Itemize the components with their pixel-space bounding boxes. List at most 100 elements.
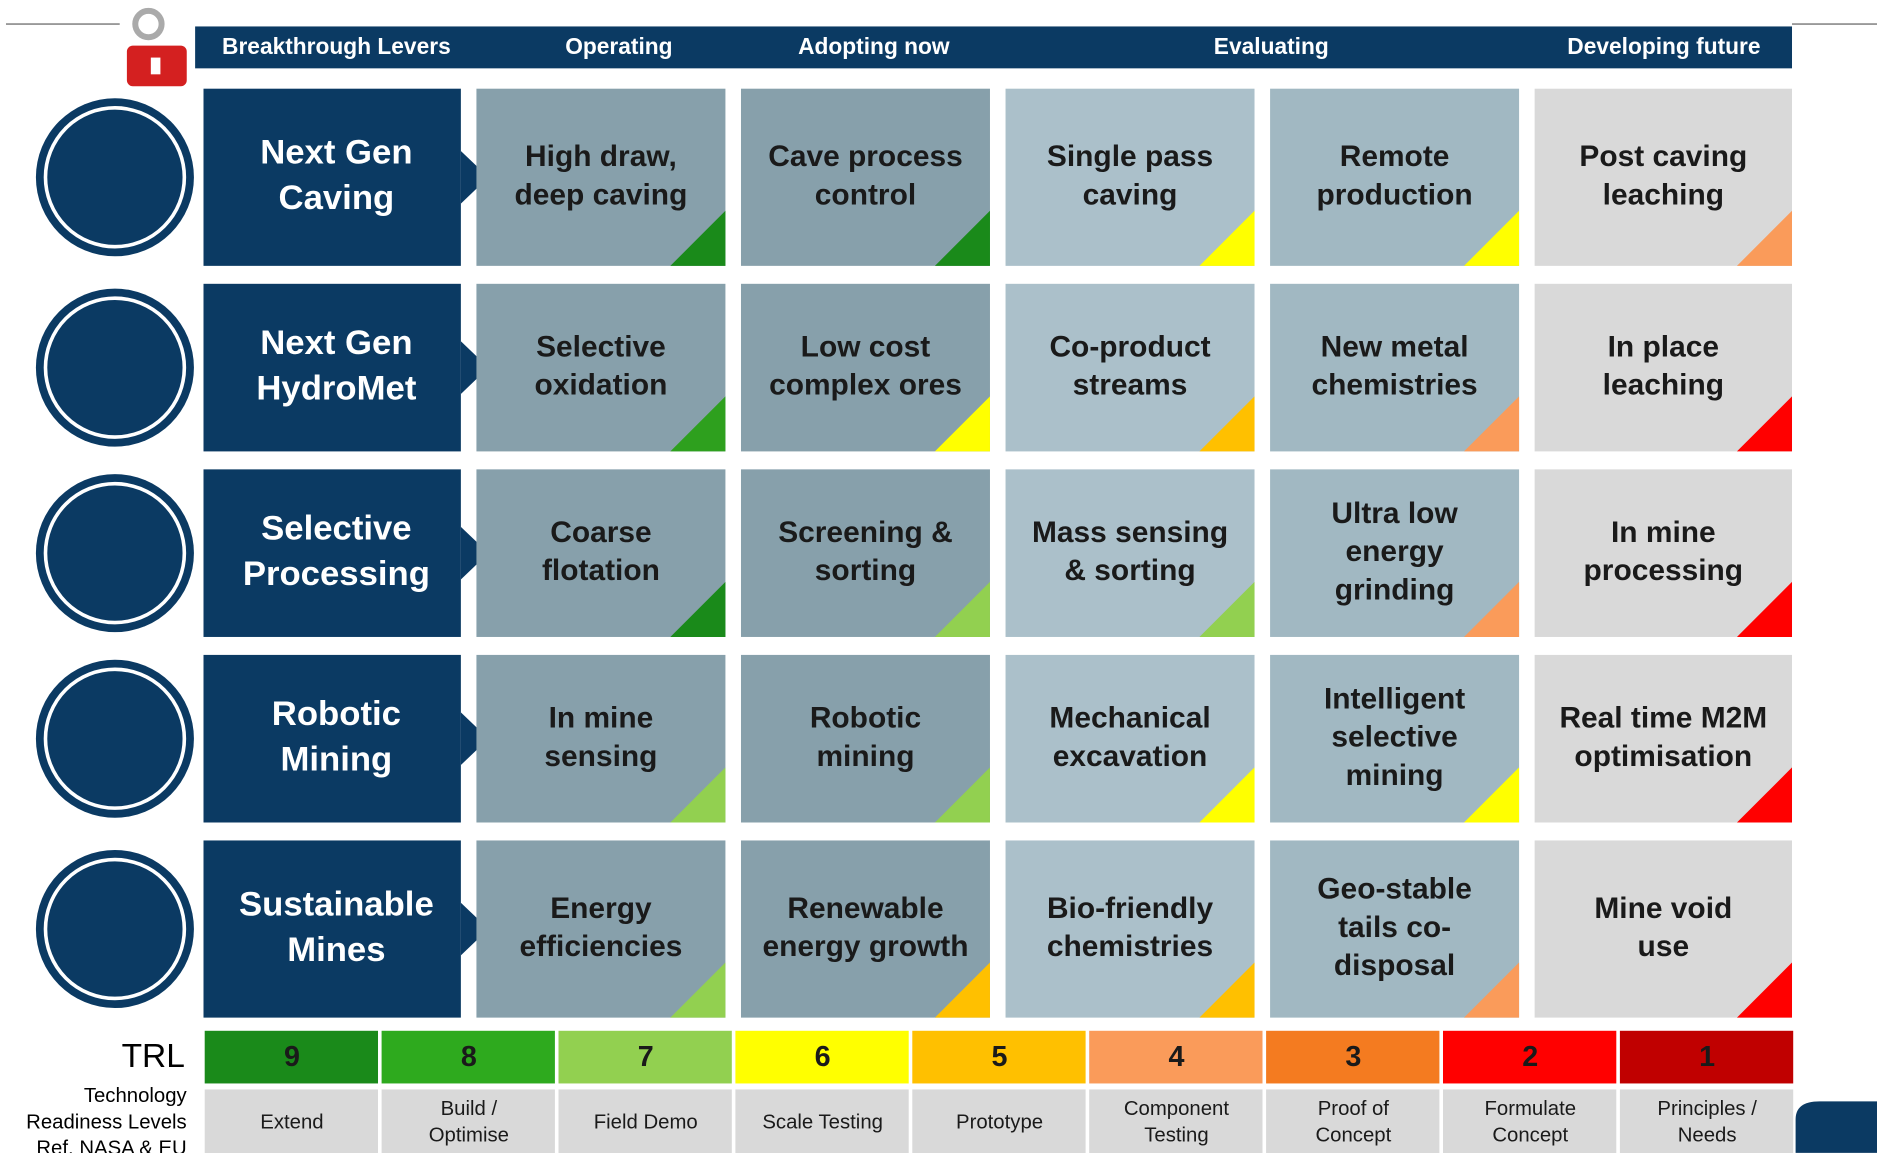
cell-label: chemistries bbox=[1311, 369, 1477, 402]
cell-label: leaching bbox=[1603, 369, 1724, 402]
cell-label: energy growth bbox=[762, 930, 968, 963]
trl-number: 1 bbox=[1699, 1041, 1715, 1073]
cell-label: streams bbox=[1073, 369, 1188, 402]
trl-number: 3 bbox=[1345, 1041, 1361, 1073]
trl-corner bbox=[1464, 962, 1520, 1018]
trl-number: 7 bbox=[638, 1041, 654, 1073]
trl-label: Formulate bbox=[1484, 1098, 1576, 1120]
lever-icon bbox=[35, 288, 194, 447]
lever-icon bbox=[35, 474, 194, 633]
column-header: Developing future bbox=[1567, 33, 1760, 59]
trl-note: Readiness Levels bbox=[26, 1111, 187, 1133]
cell bbox=[1270, 840, 1520, 1018]
trl-note: Ref. NASA & EU bbox=[36, 1138, 186, 1153]
trl-label: Build / bbox=[441, 1098, 498, 1120]
corner-shape bbox=[1795, 1101, 1877, 1153]
trl-corner bbox=[1736, 767, 1793, 823]
cell-label: optimisation bbox=[1574, 740, 1752, 773]
cell-label: mining bbox=[1346, 759, 1444, 792]
cell-label: & sorting bbox=[1064, 554, 1195, 587]
trl-label-box bbox=[1089, 1089, 1263, 1153]
cell bbox=[1005, 469, 1255, 637]
trl-corner bbox=[1464, 210, 1520, 266]
trl-number: 5 bbox=[992, 1041, 1008, 1073]
trl-label: Needs bbox=[1678, 1125, 1737, 1147]
lever-label: Sustainable bbox=[239, 885, 434, 923]
cell bbox=[1005, 654, 1255, 823]
cell-label: In mine bbox=[549, 701, 654, 734]
column-header: Adopting now bbox=[798, 33, 950, 59]
trl-level bbox=[1089, 1030, 1263, 1084]
cell-label: Mechanical bbox=[1049, 701, 1210, 734]
cell bbox=[1534, 654, 1793, 823]
trl-title: TRL bbox=[122, 1038, 185, 1075]
lever-arrow bbox=[460, 526, 489, 580]
lever-label: Robotic bbox=[272, 695, 401, 733]
lever-label: HydroMet bbox=[256, 370, 416, 408]
cell-label: control bbox=[815, 178, 916, 211]
trl-corner bbox=[934, 962, 990, 1018]
trl-label-box bbox=[381, 1089, 555, 1153]
lever-label: Selective bbox=[261, 510, 411, 548]
cell-label: Cave process bbox=[768, 140, 963, 173]
lever-label: Mines bbox=[287, 931, 385, 969]
trl-label-box bbox=[1619, 1089, 1794, 1153]
trl-label: Testing bbox=[1144, 1125, 1208, 1147]
lever-label: Next Gen bbox=[260, 324, 412, 362]
cell-label: grinding bbox=[1335, 573, 1455, 606]
lever-box bbox=[203, 469, 461, 637]
trl-corner bbox=[934, 210, 990, 266]
cell-label: Ultra low bbox=[1331, 497, 1458, 530]
cell-label: caving bbox=[1083, 178, 1178, 211]
lever-arrow bbox=[460, 902, 489, 956]
cell-label: Low cost bbox=[801, 330, 931, 363]
header-bar bbox=[195, 26, 1793, 69]
trl-level bbox=[204, 1030, 379, 1084]
cell-label: oxidation bbox=[534, 369, 667, 402]
cell bbox=[1005, 88, 1255, 266]
cell-label: production bbox=[1317, 178, 1473, 211]
cell-label: complex ores bbox=[769, 369, 962, 402]
cell-label: efficiencies bbox=[519, 930, 682, 963]
cell-label: leaching bbox=[1603, 178, 1724, 211]
lever-label: Mining bbox=[280, 741, 392, 779]
cell-label: use bbox=[1638, 930, 1690, 963]
trl-level bbox=[1442, 1030, 1617, 1084]
cell-label: In mine bbox=[1611, 516, 1716, 549]
trl-level bbox=[912, 1030, 1086, 1084]
cell bbox=[1534, 283, 1793, 452]
cell bbox=[476, 654, 726, 823]
lever-arrow bbox=[460, 341, 489, 394]
cell bbox=[476, 283, 726, 452]
trl-label: Component bbox=[1124, 1098, 1230, 1120]
cell-label: Screening & bbox=[778, 516, 953, 549]
cell-label: Real time M2M bbox=[1559, 701, 1767, 734]
lever-icon-ring bbox=[43, 481, 187, 625]
column-header: Evaluating bbox=[1214, 33, 1329, 59]
cell-label: Robotic bbox=[810, 701, 921, 734]
trl-level bbox=[1619, 1030, 1794, 1084]
lever-icon-ring bbox=[43, 296, 187, 439]
lever-box bbox=[203, 283, 461, 452]
cell-label: disposal bbox=[1334, 949, 1455, 982]
trl-level bbox=[381, 1030, 555, 1084]
trl-corner bbox=[934, 767, 990, 823]
lever-label: Processing bbox=[243, 555, 430, 593]
lever-label: Next Gen bbox=[260, 134, 412, 172]
trl-number: 4 bbox=[1168, 1041, 1184, 1073]
cell bbox=[740, 469, 990, 637]
lever-box bbox=[203, 840, 461, 1018]
lever-icon-ring bbox=[43, 857, 187, 1001]
trl-number: 8 bbox=[461, 1041, 477, 1073]
cell bbox=[740, 283, 990, 452]
trl-corner bbox=[1464, 767, 1520, 823]
cell bbox=[740, 654, 990, 823]
trl-level bbox=[1266, 1030, 1440, 1084]
lever-icon-ring bbox=[43, 667, 187, 810]
cell-label: Renewable bbox=[787, 892, 943, 925]
cell bbox=[1005, 283, 1255, 452]
trl-note: Technology bbox=[84, 1085, 188, 1107]
lever-icon bbox=[35, 659, 194, 818]
cell bbox=[1270, 88, 1520, 266]
